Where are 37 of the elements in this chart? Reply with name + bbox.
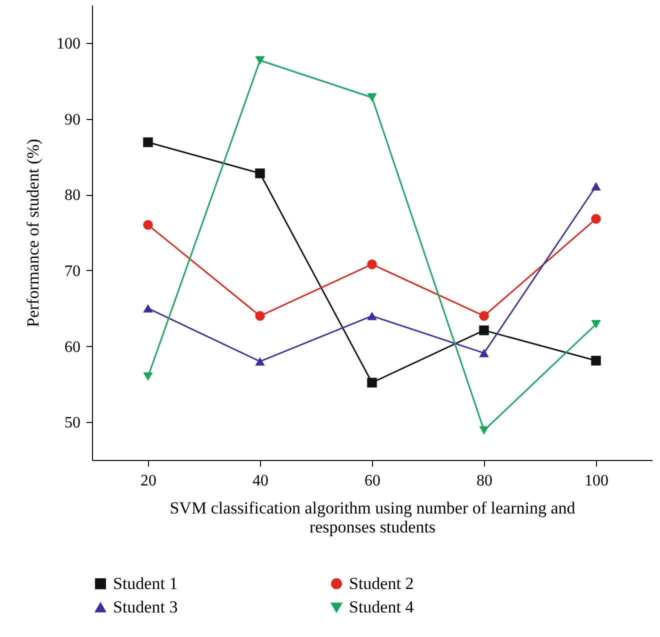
point	[591, 182, 601, 190]
x-tick-label: 60	[364, 472, 380, 490]
point	[255, 168, 265, 178]
legend-label: Student 2	[349, 574, 414, 593]
point	[255, 311, 265, 321]
y-axis-title: Performance of student (%)	[24, 138, 42, 328]
point	[367, 378, 377, 388]
point	[143, 137, 153, 148]
point	[143, 304, 153, 313]
legend-label: Student 3	[113, 598, 178, 616]
y-tick-label: 70	[64, 262, 80, 280]
y-tick-label: 80	[64, 187, 80, 204]
point	[143, 220, 153, 230]
point	[367, 259, 377, 270]
y-tick-label: 60	[64, 338, 80, 356]
point	[479, 325, 489, 336]
point	[367, 312, 377, 320]
x-tick-label: 40	[252, 472, 268, 490]
x-tick-label: 80	[476, 472, 492, 490]
point	[591, 214, 601, 224]
point	[479, 348, 489, 358]
x-tick-label: 100	[584, 472, 608, 490]
point	[255, 357, 265, 366]
point	[479, 426, 489, 435]
point	[143, 372, 153, 381]
y-tick-label: 100	[56, 35, 80, 52]
point	[367, 93, 377, 102]
point	[591, 320, 601, 328]
x-tick-label: 20	[140, 472, 156, 490]
legend-label: Student 4	[349, 598, 414, 616]
point	[591, 356, 601, 366]
legend-label: Student 1	[113, 574, 178, 593]
x-axis-title: SVM classification algorithm using number of learning and responses students	[170, 498, 576, 536]
point	[255, 56, 265, 65]
point	[479, 311, 489, 321]
y-tick-label: 50	[64, 414, 80, 432]
y-tick-label: 90	[64, 111, 80, 128]
